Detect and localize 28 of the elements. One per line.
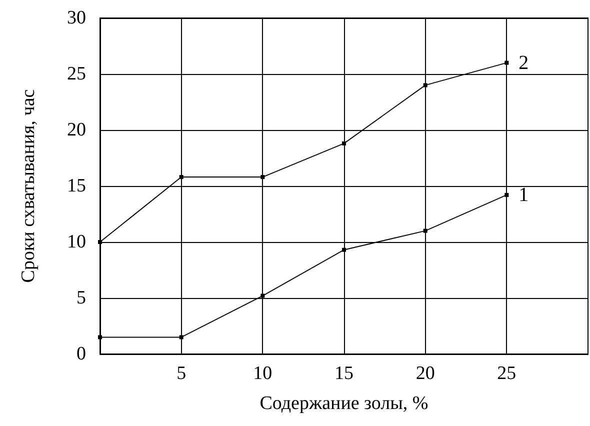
y-tick-label: 30 xyxy=(67,8,86,28)
point xyxy=(98,335,102,340)
x-axis-title: Содержание золы, % xyxy=(260,393,428,414)
point xyxy=(260,175,265,180)
point xyxy=(504,192,509,197)
y-tick-label: 20 xyxy=(67,120,86,140)
x-tick-label: 5 xyxy=(176,363,186,384)
y-tick-label: 5 xyxy=(76,288,86,308)
x-tick-label: 20 xyxy=(416,363,435,384)
point xyxy=(504,60,509,65)
point xyxy=(423,83,428,88)
point xyxy=(260,294,265,298)
y-tick-label: 15 xyxy=(67,176,86,196)
point xyxy=(98,240,102,244)
point xyxy=(179,335,184,340)
point xyxy=(179,175,184,180)
series-label: 2 xyxy=(518,52,529,74)
x-tick-label: 10 xyxy=(253,363,272,384)
point xyxy=(342,141,346,146)
series-label: 1 xyxy=(518,184,529,206)
y-tick-label: 25 xyxy=(67,64,86,84)
y-axis-title: Сроки схватывания, час xyxy=(18,89,39,283)
y-tick-label: 10 xyxy=(67,232,86,252)
point xyxy=(342,248,346,252)
x-tick-label: 15 xyxy=(334,363,354,384)
x-tick-label: 25 xyxy=(497,363,516,384)
y-tick-label: 0 xyxy=(76,344,86,364)
point xyxy=(423,228,428,233)
